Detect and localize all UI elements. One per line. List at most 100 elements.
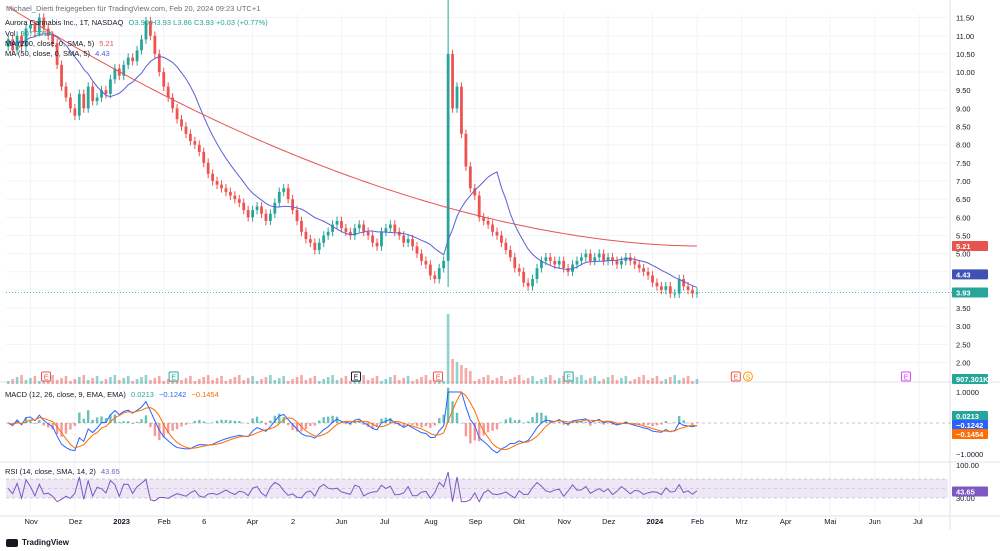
candle-body	[82, 93, 86, 109]
candle-body	[260, 206, 263, 214]
volume-bar	[264, 377, 268, 384]
price-tag-1-text: 4.43	[956, 270, 971, 279]
volume-bar	[86, 380, 90, 384]
candle-body	[424, 260, 428, 265]
time-tick-label: 2023	[113, 517, 130, 526]
macd-hist-bar	[420, 423, 423, 428]
volume-bar	[531, 376, 534, 384]
price-tag-0-text: 5.21	[956, 242, 971, 251]
time-tick-label: Jun	[869, 517, 881, 526]
macd-hist-bar	[380, 418, 383, 423]
candle-body	[660, 286, 663, 290]
macd-hist-bar	[593, 423, 596, 424]
candle-body	[535, 268, 539, 280]
ma200-legend: MA (200, close, 0, SMA, 5) 5.21	[5, 39, 117, 48]
volume-bar	[113, 375, 117, 384]
macd-hist-value: 0.0213	[130, 390, 154, 399]
candle-body	[362, 224, 366, 232]
time-tick-label: Aug	[424, 517, 437, 526]
event-marker-box	[350, 371, 361, 382]
time-tick-label: Jun	[335, 517, 347, 526]
macd-hist-bar	[522, 422, 525, 424]
macd-tag-2-bg	[952, 429, 988, 439]
candle-body	[637, 264, 641, 269]
macd-hist-bar	[15, 419, 19, 423]
candle-body	[673, 293, 677, 295]
volume-bar	[340, 378, 343, 384]
candle-body	[446, 53, 450, 261]
published-note: Michael_Dierti freigegeben für TradingVi…	[6, 4, 261, 13]
event-marker: E	[563, 371, 574, 382]
candle-body	[380, 231, 383, 247]
rsi-tick-label: 30.00	[956, 494, 975, 503]
candle-body	[104, 90, 108, 94]
macd-hist-bar	[260, 420, 263, 423]
candle-body	[531, 279, 534, 287]
candle-body	[455, 86, 459, 109]
macd-hist-bar	[304, 423, 308, 430]
macd-hist-bar	[642, 423, 645, 426]
volume-bar	[157, 376, 161, 384]
volume-bar	[362, 375, 365, 384]
candle-body	[286, 188, 290, 200]
candle-body	[322, 235, 326, 243]
macd-hist-bar	[309, 423, 312, 426]
macd-hist-bar	[615, 423, 619, 426]
volume-bar	[335, 380, 339, 384]
price-tag-1: 4.43	[952, 269, 988, 280]
macd-hist-bar	[104, 418, 108, 423]
event-marker-text: E	[733, 375, 738, 382]
volume-bar	[211, 380, 214, 384]
price-tick-label: 6.50	[956, 195, 971, 204]
macd-hist-bar	[611, 423, 614, 425]
candle-body	[273, 202, 277, 214]
macd-hist-bar	[558, 421, 561, 423]
candle-body	[566, 268, 570, 272]
event-marker-box	[900, 371, 911, 382]
candle-body	[584, 253, 588, 258]
macd-hist-bar	[682, 420, 685, 423]
time-tick-label: Nov	[558, 517, 572, 526]
candle-body	[491, 224, 494, 232]
macd-hist-bar	[42, 423, 45, 426]
candle-body	[140, 39, 143, 51]
macd-hist-bar	[242, 422, 245, 424]
ma200-value: 5.21	[99, 39, 114, 48]
candle-body	[46, 28, 50, 36]
volume-bar	[220, 376, 223, 384]
candle-body	[300, 220, 303, 232]
macd-hist-bar	[229, 420, 232, 423]
time-tick-label: Feb	[158, 517, 171, 526]
candle-body	[580, 257, 583, 261]
volume-bar	[593, 376, 597, 384]
macd-hist-bar	[495, 423, 499, 430]
volume-bar	[131, 381, 134, 384]
candle-body	[353, 228, 357, 236]
macd-hist-bar	[646, 423, 650, 426]
candle-body	[388, 224, 392, 229]
volume-bar	[246, 378, 250, 384]
candle-body	[664, 286, 668, 290]
candle-body	[397, 231, 401, 236]
candle-body	[308, 239, 312, 243]
macd-hist-bar	[571, 422, 574, 423]
time-tick-label: 2024	[647, 517, 665, 526]
candle-body	[406, 239, 410, 243]
macd-hist-bar	[175, 423, 179, 430]
macd-hist-bar	[384, 417, 388, 423]
candle-body	[100, 90, 103, 98]
macd-hist-bar	[544, 415, 548, 423]
volume-bar	[415, 379, 419, 384]
volume-bar	[389, 377, 392, 384]
volume-bar	[495, 378, 499, 384]
macd-hist-bar	[446, 387, 450, 423]
candle-body	[344, 228, 348, 232]
macd-hist-bar	[669, 423, 672, 424]
candle-body	[77, 93, 81, 116]
macd-tag-0-bg	[952, 411, 988, 421]
tradingview-logo[interactable]: TradingView	[6, 538, 69, 547]
time-tick-label: Feb	[691, 517, 704, 526]
candle-body	[228, 191, 232, 196]
macd-hist-bar	[331, 415, 334, 423]
